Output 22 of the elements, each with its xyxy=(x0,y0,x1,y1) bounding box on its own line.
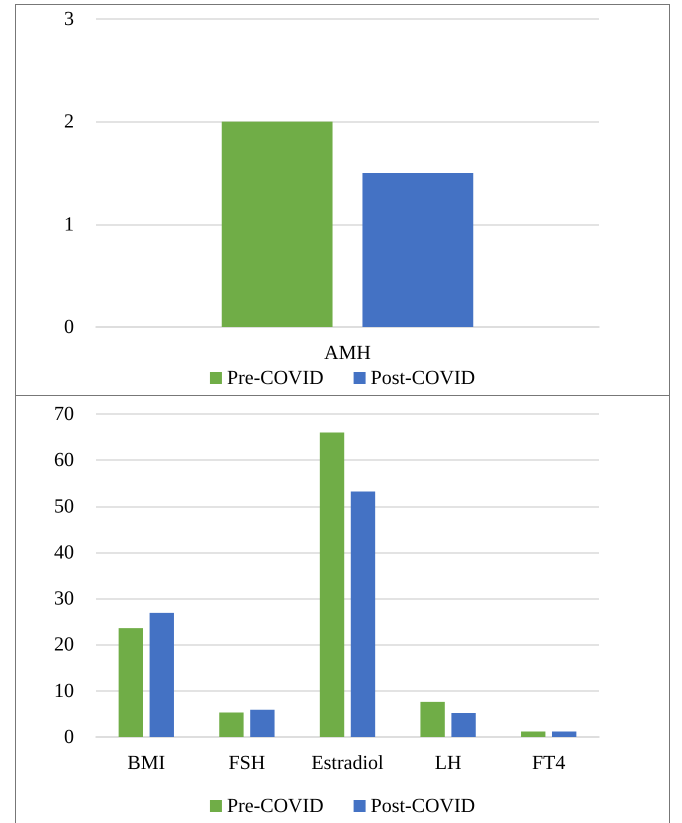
legend-label: Pre-COVID xyxy=(226,795,324,817)
legend-label: Post-COVID xyxy=(370,795,476,817)
y-tick-label: 2 xyxy=(64,110,74,133)
y-tick-label: 0 xyxy=(64,316,74,338)
legend-label: Pre-COVID xyxy=(226,367,324,389)
y-tick-label: 1 xyxy=(64,213,74,236)
x-tick-label: FSH xyxy=(228,752,266,774)
y-tick-label: 20 xyxy=(54,634,74,656)
y-tick-label: 30 xyxy=(54,588,74,610)
y-tick-label: 50 xyxy=(54,495,74,518)
x-tick-label: AMH xyxy=(324,342,371,364)
y-tick-label: 3 xyxy=(64,8,74,30)
legend-label: Post-COVID xyxy=(370,367,476,389)
y-tick-label: 70 xyxy=(54,403,74,425)
x-tick-label: FT4 xyxy=(532,752,566,774)
x-tick-label: Estradiol xyxy=(311,752,384,774)
y-tick-label: 40 xyxy=(54,541,74,564)
x-tick-label: BMI xyxy=(127,752,166,774)
x-tick-label: LH xyxy=(434,752,462,774)
y-tick-label: 60 xyxy=(54,449,74,472)
y-tick-label: 0 xyxy=(64,726,74,748)
y-tick-label: 10 xyxy=(54,680,74,702)
